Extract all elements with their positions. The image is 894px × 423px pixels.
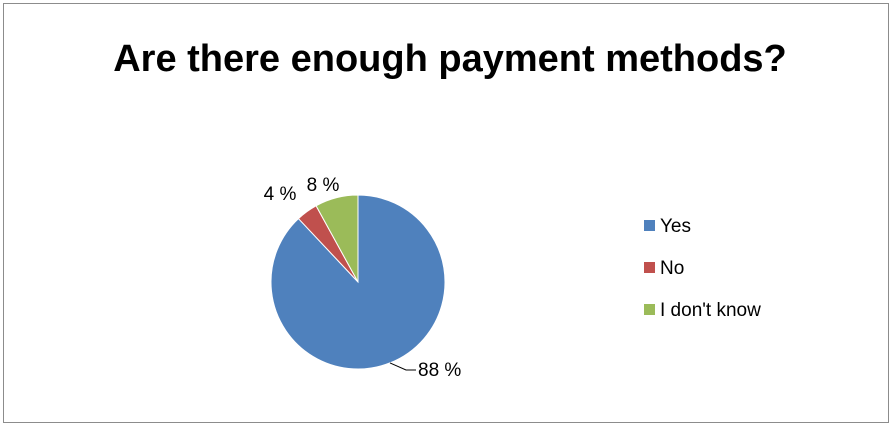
legend-swatch — [644, 220, 655, 231]
legend-label: I don't know — [660, 300, 761, 321]
data-label-yes: 88 % — [418, 360, 461, 381]
leader-line — [389, 362, 416, 371]
legend-label: Yes — [660, 216, 691, 237]
chart-title: Are there enough payment methods? — [113, 38, 787, 80]
legend-swatch — [644, 304, 655, 315]
pie-slice-i-don-t-know — [315, 194, 359, 283]
data-label-i-don-t-know: 8 % — [307, 175, 340, 196]
pie-chart: 88 % 4 % 8 % Yes No I don't know — [264, 175, 761, 381]
chart-area — [3, 3, 889, 423]
legend-label: No — [660, 258, 684, 279]
data-label-no: 4 % — [264, 184, 297, 205]
legend-swatch — [644, 262, 655, 273]
